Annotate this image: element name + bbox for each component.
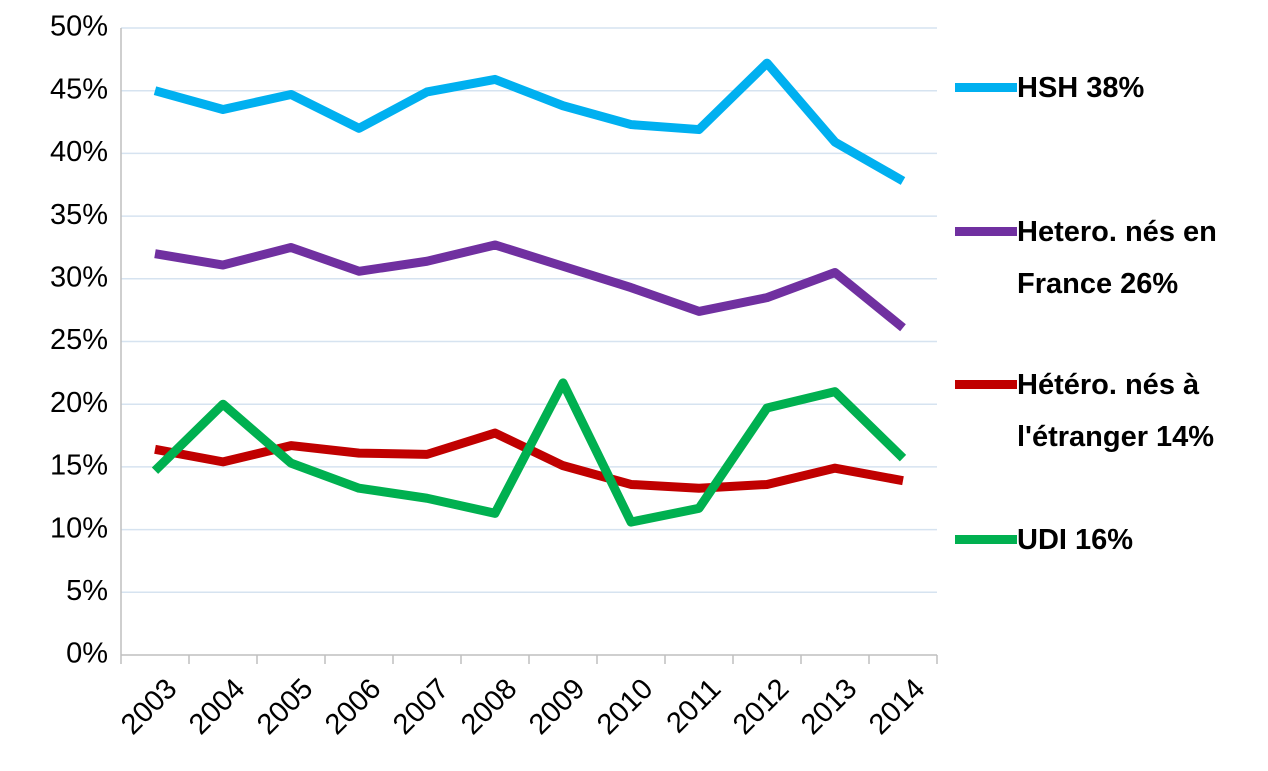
x-tick-label: 2003 bbox=[115, 673, 183, 741]
legend-swatch bbox=[955, 535, 1017, 544]
legend-item: HSH 38% bbox=[955, 62, 1265, 114]
y-tick-label: 10% bbox=[50, 512, 108, 544]
series-line bbox=[153, 58, 906, 185]
legend-item: Hétéro. nés à l'étranger 14% bbox=[955, 359, 1265, 463]
x-tick-label: 2014 bbox=[863, 673, 931, 741]
legend-item: Hetero. nés en France 26% bbox=[955, 206, 1265, 310]
legend-label: UDI 16% bbox=[1017, 524, 1134, 556]
x-tick-label: 2013 bbox=[795, 673, 863, 741]
legend-label: Hetero. nés en France 26% bbox=[1017, 216, 1217, 300]
x-tick-label: 2004 bbox=[183, 673, 251, 741]
x-tick-label: 2012 bbox=[727, 673, 795, 741]
y-tick-label: 35% bbox=[50, 199, 108, 231]
legend-swatch bbox=[955, 227, 1017, 236]
y-tick-label: 5% bbox=[66, 575, 108, 607]
y-tick-label: 45% bbox=[50, 73, 108, 105]
x-tick-label: 2008 bbox=[455, 673, 523, 741]
x-tick-label: 2005 bbox=[251, 673, 319, 741]
legend-label: HSH 38% bbox=[1017, 72, 1145, 104]
x-tick-label: 2011 bbox=[661, 673, 728, 740]
y-tick-label: 15% bbox=[50, 450, 108, 482]
legend-swatch bbox=[955, 380, 1017, 389]
y-tick-label: 40% bbox=[50, 136, 108, 168]
y-tick-label: 50% bbox=[50, 11, 108, 43]
legend-swatch bbox=[955, 83, 1017, 92]
y-tick-label: 0% bbox=[66, 638, 108, 670]
y-tick-label: 25% bbox=[50, 324, 108, 356]
series-line bbox=[151, 378, 907, 527]
series-line bbox=[154, 240, 906, 332]
legend-label: Hétéro. nés à l'étranger 14% bbox=[1017, 369, 1215, 453]
y-tick-label: 30% bbox=[50, 261, 108, 293]
x-tick-label: 2009 bbox=[523, 673, 591, 741]
x-tick-label: 2006 bbox=[319, 673, 387, 741]
x-tick-label: 2007 bbox=[387, 673, 455, 741]
legend-item: UDI 16% bbox=[955, 514, 1265, 566]
y-tick-label: 20% bbox=[50, 387, 108, 419]
x-tick-label: 2010 bbox=[591, 673, 659, 741]
